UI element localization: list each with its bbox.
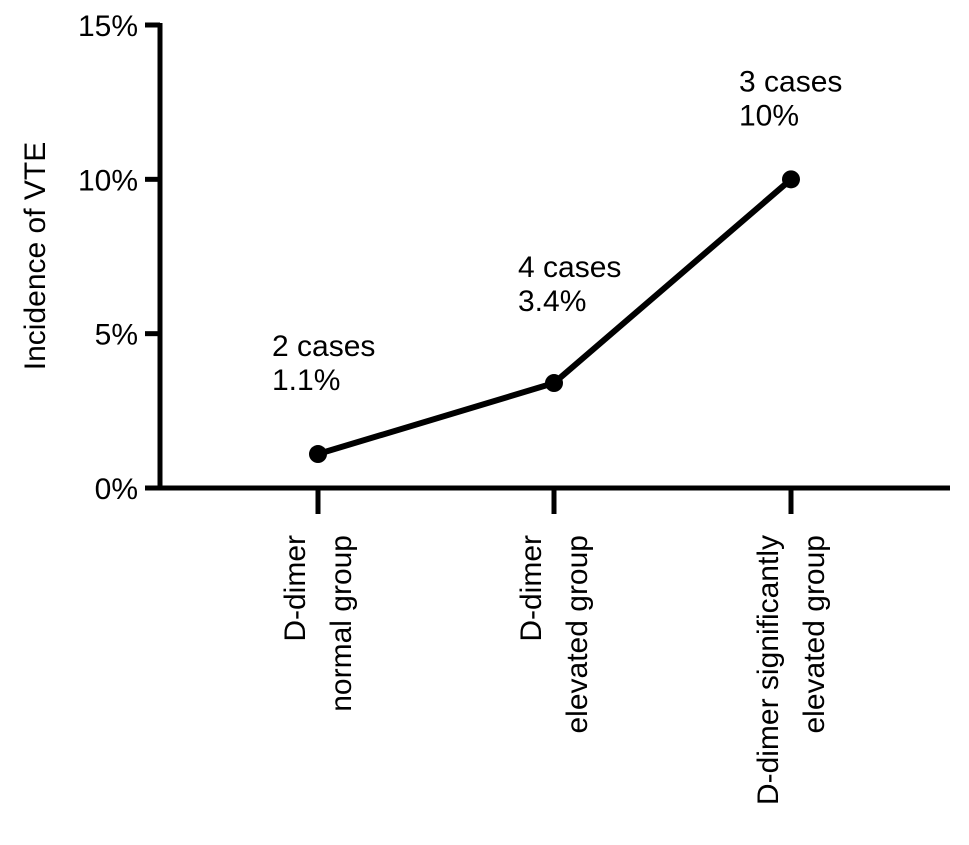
- data-label-cases: 4 cases: [518, 251, 621, 284]
- y-tick-label: 15%: [78, 10, 138, 43]
- x-category-label-line: elevated group: [798, 535, 831, 734]
- data-label-cases: 3 cases: [739, 65, 842, 98]
- x-category-label: D-dimer elevated group: [515, 535, 594, 734]
- x-category-label-line: normal group: [325, 535, 358, 712]
- x-category-label-line: elevated group: [561, 535, 594, 734]
- data-point-marker: [545, 374, 563, 393]
- data-label-percent: 3.4%: [518, 285, 586, 318]
- y-tick-label: 10%: [78, 164, 138, 197]
- data-point-marker: [782, 170, 800, 189]
- x-category-label-line: D-dimer: [279, 535, 312, 642]
- x-ticks: D-dimer normal group D-dimer elevated group…: [279, 488, 831, 805]
- y-axis-title: Incidence of VTE: [19, 142, 52, 370]
- x-category-label-line: D-dimer: [515, 535, 548, 642]
- y-ticks: 0% 5% 10% 15%: [78, 10, 160, 506]
- y-tick-label: 0%: [95, 473, 138, 506]
- x-category-label: D-dimer normal group: [279, 535, 358, 712]
- data-point-marker: [309, 445, 327, 464]
- x-category-label: D-dimer significantly elevated group: [752, 535, 831, 805]
- data-label-cases: 2 cases: [272, 330, 375, 363]
- series: [309, 170, 800, 464]
- data-label-percent: 10%: [739, 99, 799, 132]
- y-tick-label: 5%: [95, 319, 138, 352]
- x-category-label-line: D-dimer significantly: [752, 535, 785, 805]
- data-label-percent: 1.1%: [272, 364, 340, 397]
